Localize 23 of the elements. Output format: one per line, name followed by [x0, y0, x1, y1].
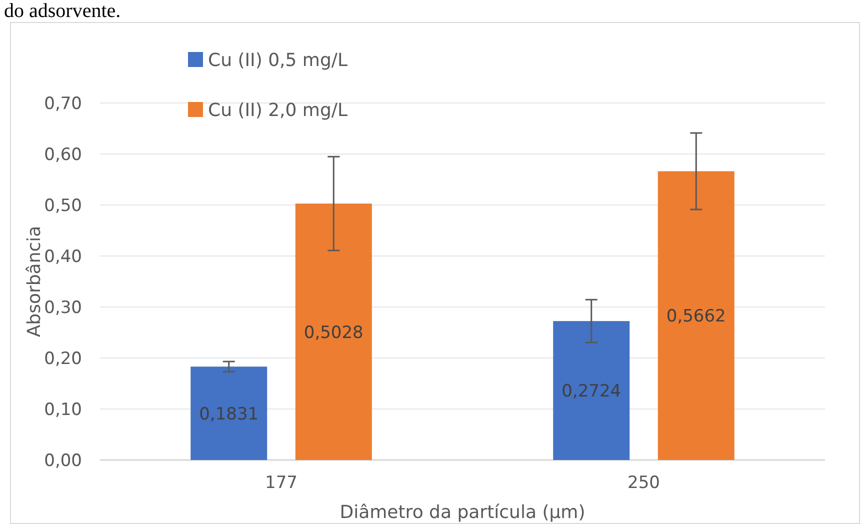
y-tick-label: 0,40	[44, 247, 82, 267]
y-tick-label: 0,20	[44, 349, 82, 369]
text: do adsorvente.	[4, 0, 121, 22]
bar	[190, 366, 268, 460]
y-tick-label: 0,50	[44, 196, 82, 216]
legend-label: Cu (II) 0,5 mg/L	[208, 50, 348, 71]
y-tick-label: 0,70	[44, 94, 82, 114]
y-tick-label: 0,00	[44, 451, 82, 471]
y-tick-label: 0,10	[44, 400, 82, 420]
x-axis-title: Diâmetro da partícula (µm)	[340, 502, 586, 523]
data-label: 0,2724	[562, 382, 622, 402]
x-tick-label: 177	[265, 473, 298, 493]
y-axis-title: Absorbância	[24, 226, 45, 338]
y-tick-label: 0,60	[44, 145, 82, 165]
legend-label: Cu (II) 2,0 mg/L	[208, 100, 348, 121]
x-tick-label: 250	[628, 473, 660, 493]
bar	[658, 171, 734, 460]
data-label: 0,5028	[304, 322, 364, 343]
data-label: 0,1831	[199, 404, 259, 424]
bar	[553, 321, 630, 460]
bar	[295, 204, 372, 460]
data-label: 0,5662	[666, 306, 726, 327]
y-tick-label: 0,30	[44, 298, 82, 318]
